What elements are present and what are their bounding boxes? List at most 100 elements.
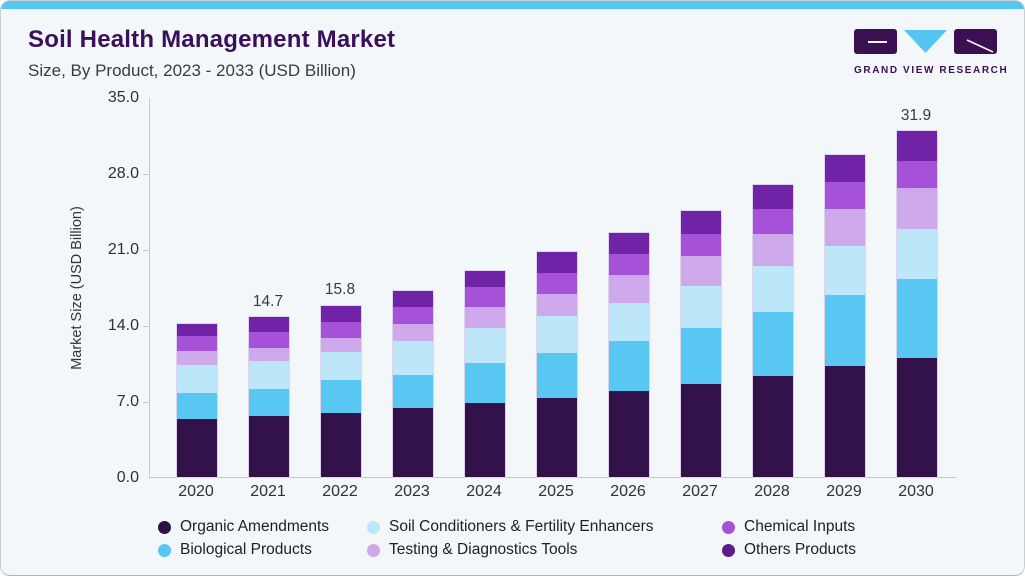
bar-segment [537,316,577,354]
bar-segment [681,211,721,234]
bar-segment [609,254,649,276]
legend-item: Soil Conditioners & Fertility Enhancers [367,518,722,536]
legend-swatch-icon [722,543,735,557]
bar-segment [537,252,577,273]
y-tick-mark [143,326,149,327]
bar-2027 [681,211,721,477]
plot-area [149,98,956,478]
bar-segment [321,412,361,477]
bar-segment [177,351,217,366]
bar-segment [897,188,937,230]
legend-swatch-icon [367,520,380,534]
legend-item: Chemical Inputs [722,518,856,536]
bar-segment [465,403,505,477]
bar-segment [537,353,577,398]
bar-segment [465,363,505,404]
bar-segment [609,303,649,342]
x-tick-label: 2026 [610,483,646,500]
legend-item: Others Products [722,541,856,559]
legend-swatch-icon [722,520,735,534]
bar-segment [681,328,721,384]
bar-segment [681,285,721,329]
bar-2029 [825,154,865,477]
bar-2028 [753,184,793,477]
bar-segment [825,208,865,246]
x-tick-label: 2020 [178,483,214,500]
bar-segment [825,294,865,367]
logo-brand-text: GRAND VIEW RESEARCH [854,65,1009,76]
bar-2023 [393,291,433,477]
bar-segment [609,341,649,392]
bar-segment [537,397,577,477]
bar-segment [465,270,505,288]
bar-segment [753,376,793,477]
bar-segment [609,391,649,477]
bar-segment [321,352,361,381]
bar-segment [753,208,793,234]
bar-segment [825,181,865,209]
chart-header: Soil Health Management Market Size, By P… [28,26,395,81]
x-tick-label: 2028 [754,483,790,500]
bar-segment [897,161,937,189]
legend-item: Biological Products [158,541,367,559]
bar-segment [753,184,793,209]
page-subtitle: Size, By Product, 2023 - 2033 (USD Billi… [28,61,356,80]
bar-segment [249,389,289,417]
bar-2030 [897,130,937,477]
bar-segment [393,407,433,477]
y-tick-label: 0.0 [116,469,139,486]
legend-label: Biological Products [180,541,312,558]
x-tick-label: 2030 [898,483,934,500]
bar-segment [177,335,217,352]
bar-segment [681,383,721,477]
chart-legend: Organic Amendments Soil Conditioners & Fe… [158,518,856,559]
bar-segment [321,305,361,322]
y-tick-label: 7.0 [116,393,139,410]
bar-segment [825,245,865,295]
bar-segment [321,321,361,339]
bar-2026 [609,232,649,477]
y-axis-title: Market Size (USD Billion) [69,206,85,370]
bar-segment [465,328,505,364]
bar-segment [753,233,793,267]
bar-segment [177,323,217,336]
bar-segment [249,360,289,390]
bar-segment [393,341,433,375]
x-tick-label: 2029 [826,483,862,500]
bar-segment [537,272,577,294]
grand-view-research-logo: GRAND VIEW RESEARCH [854,29,1009,76]
page-title: Soil Health Management Market [28,26,396,53]
bar-segment [681,255,721,286]
x-tick-label: 2027 [682,483,718,500]
x-tick-label: 2024 [466,483,502,500]
bar-segment [393,306,433,324]
y-tick-label: 14.0 [107,317,139,334]
bar-2025 [537,252,577,477]
bar-segment [465,287,505,307]
bar-segment [897,130,937,162]
legend-label: Testing & Diagnostics Tools [389,541,578,558]
bar-segment [537,293,577,317]
bar-segment [249,347,289,361]
bar-segment [177,419,217,477]
legend-label: Others Products [744,541,856,558]
legend-item: Organic Amendments [158,518,367,536]
y-tick-mark [143,402,149,403]
x-tick-label: 2023 [394,483,430,500]
accent-top-bar [1,1,1024,9]
bar-segment [825,154,865,182]
y-tick-mark [143,250,149,251]
bar-segment [249,317,289,332]
bar-value-label: 31.9 [900,106,932,124]
bar-segment [393,374,433,408]
legend-label: Chemical Inputs [744,518,856,535]
legend-swatch-icon [367,543,380,557]
bar-segment [897,357,937,477]
legend-label: Soil Conditioners & Fertility Enhancers [389,518,654,535]
legend-label: Organic Amendments [180,518,330,535]
x-tick-label: 2022 [322,483,358,500]
y-tick-label: 28.0 [107,165,139,182]
bar-segment [177,365,217,394]
bar-segment [393,323,433,342]
